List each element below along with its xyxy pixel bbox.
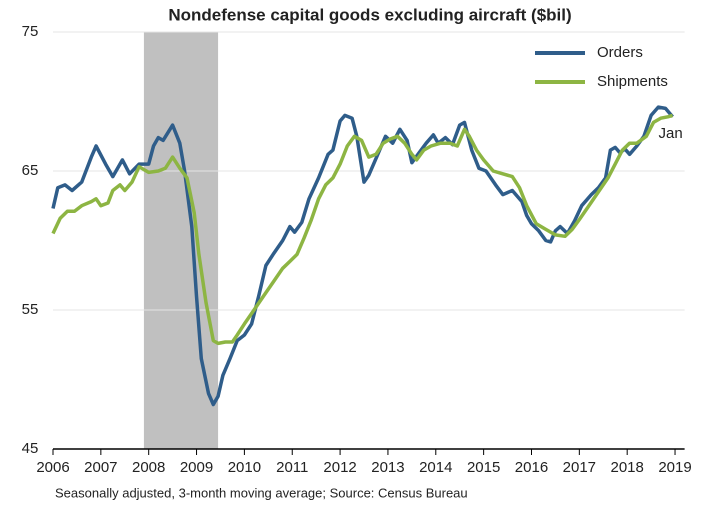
x-tick-label: 2007 (84, 459, 117, 476)
series-line (51, 113, 674, 346)
x-tick-label: 2019 (658, 459, 691, 476)
x-tick-label: 2012 (323, 459, 356, 476)
series-line (51, 105, 674, 407)
x-tick-label: 2006 (36, 459, 69, 476)
x-tick-label: 2013 (371, 459, 404, 476)
x-tick-label: 2016 (515, 459, 548, 476)
footnote: Seasonally adjusted, 3-month moving aver… (55, 485, 468, 500)
annotation: Jan (659, 125, 683, 142)
y-tick-label: 55 (22, 301, 39, 318)
legend-label: Orders (597, 44, 643, 61)
x-tick-label: 2014 (419, 459, 452, 476)
x-tick-label: 2015 (467, 459, 500, 476)
legend-label: Shipments (597, 73, 668, 90)
x-tick-label: 2008 (132, 459, 165, 476)
y-tick-label: 75 (22, 23, 39, 40)
x-tick-label: 2011 (276, 459, 308, 476)
chart-title: Nondefense capital goods excluding aircr… (168, 5, 571, 24)
x-tick-label: 2017 (563, 459, 596, 476)
y-tick-label: 65 (22, 162, 39, 179)
x-tick-label: 2018 (610, 459, 643, 476)
y-tick-label: 45 (22, 440, 39, 457)
x-tick-label: 2009 (180, 459, 213, 476)
x-tick-label: 2010 (228, 459, 261, 476)
